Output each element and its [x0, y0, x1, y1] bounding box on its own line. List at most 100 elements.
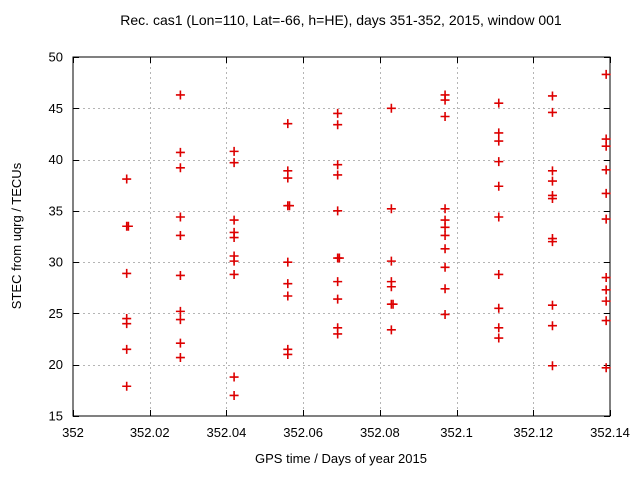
data-point-marker [601, 363, 611, 373]
data-point-marker [440, 222, 450, 232]
data-point-marker [175, 315, 185, 325]
data-point-marker [283, 119, 293, 129]
data-point-marker [494, 136, 504, 146]
data-point-marker [494, 269, 504, 279]
x-axis-label: GPS time / Days of year 2015 [255, 451, 427, 466]
data-point-marker [494, 98, 504, 108]
data-point-marker [333, 206, 343, 216]
data-point-marker [547, 361, 557, 371]
x-tick-label: 352.1 [440, 425, 473, 440]
x-tick-label: 352.02 [130, 425, 170, 440]
data-point-marker [440, 204, 450, 214]
data-point-marker [122, 344, 132, 354]
x-tick-label: 352.08 [360, 425, 400, 440]
data-point-marker [547, 166, 557, 176]
y-tick-label: 40 [49, 152, 63, 167]
grid-lines [73, 57, 610, 416]
data-point-marker [122, 319, 132, 329]
data-point-marker [547, 194, 557, 204]
data-point-marker [547, 321, 557, 331]
data-point-marker [283, 279, 293, 289]
data-point-marker [283, 257, 293, 267]
x-tick-label: 352.06 [283, 425, 323, 440]
data-point-marker [440, 284, 450, 294]
data-point-marker [601, 214, 611, 224]
data-point-marker [175, 353, 185, 363]
data-point-marker [229, 269, 239, 279]
y-tick-label: 25 [49, 306, 63, 321]
data-point-marker [175, 147, 185, 157]
data-point-marker [601, 316, 611, 326]
x-tick-label: 352.12 [513, 425, 553, 440]
data-point-marker [229, 233, 239, 243]
data-point-marker [440, 111, 450, 121]
data-point-marker [175, 212, 185, 222]
y-tick-label: 30 [49, 255, 63, 270]
data-point-marker [547, 176, 557, 186]
y-tick-label: 45 [49, 101, 63, 116]
data-point-marker [440, 230, 450, 240]
data-points [122, 69, 611, 400]
data-point-marker [175, 338, 185, 348]
data-point-marker [494, 212, 504, 222]
data-point-marker [229, 256, 239, 266]
data-point-marker [386, 103, 396, 113]
data-point-marker [440, 262, 450, 272]
data-point-marker [122, 381, 132, 391]
data-point-marker [333, 277, 343, 287]
axis-ticks [73, 57, 611, 417]
data-point-marker [547, 237, 557, 247]
x-tick-label: 352 [62, 425, 84, 440]
data-point-marker [547, 107, 557, 117]
data-point-marker [494, 181, 504, 191]
data-point-marker [283, 291, 293, 301]
x-tick-label: 352.14 [590, 425, 630, 440]
data-point-marker [601, 69, 611, 79]
data-point-marker [386, 204, 396, 214]
y-tick-label: 20 [49, 357, 63, 372]
data-point-marker [283, 173, 293, 183]
data-point-marker [440, 309, 450, 319]
data-point-marker [494, 303, 504, 313]
data-point-marker [229, 146, 239, 156]
data-point-marker [440, 244, 450, 254]
data-point-marker [386, 325, 396, 335]
data-point-marker [122, 174, 132, 184]
data-point-marker [175, 306, 185, 316]
data-point-marker [386, 256, 396, 266]
data-point-marker [547, 91, 557, 101]
data-point-marker [175, 270, 185, 280]
data-point-marker [123, 221, 133, 231]
data-point-marker [122, 268, 132, 278]
data-point-marker [494, 323, 504, 333]
data-point-marker [175, 163, 185, 173]
data-point-marker [601, 285, 611, 295]
chart-title: Rec. cas1 (Lon=110, Lat=-66, h=HE), days… [120, 12, 562, 28]
data-point-marker [547, 300, 557, 310]
data-point-marker [333, 108, 343, 118]
data-point-marker [386, 282, 396, 292]
data-point-marker [229, 215, 239, 225]
data-point-marker [333, 160, 343, 170]
y-tick-label: 15 [49, 409, 63, 424]
data-point-marker [601, 273, 611, 283]
data-point-marker [388, 299, 398, 309]
data-point-marker [601, 188, 611, 198]
data-point-marker [333, 170, 343, 180]
data-point-marker [440, 95, 450, 105]
data-point-marker [333, 294, 343, 304]
data-point-marker [229, 390, 239, 400]
data-point-marker [175, 90, 185, 100]
data-point-marker [601, 141, 611, 151]
data-point-marker [285, 201, 294, 211]
data-point-marker [494, 128, 504, 138]
data-point-marker [334, 253, 344, 263]
data-point-marker [229, 158, 239, 168]
data-point-marker [229, 372, 239, 382]
data-point-marker [333, 120, 343, 130]
data-point-marker [333, 329, 343, 339]
data-point-marker [283, 349, 293, 359]
data-point-marker [494, 333, 504, 343]
